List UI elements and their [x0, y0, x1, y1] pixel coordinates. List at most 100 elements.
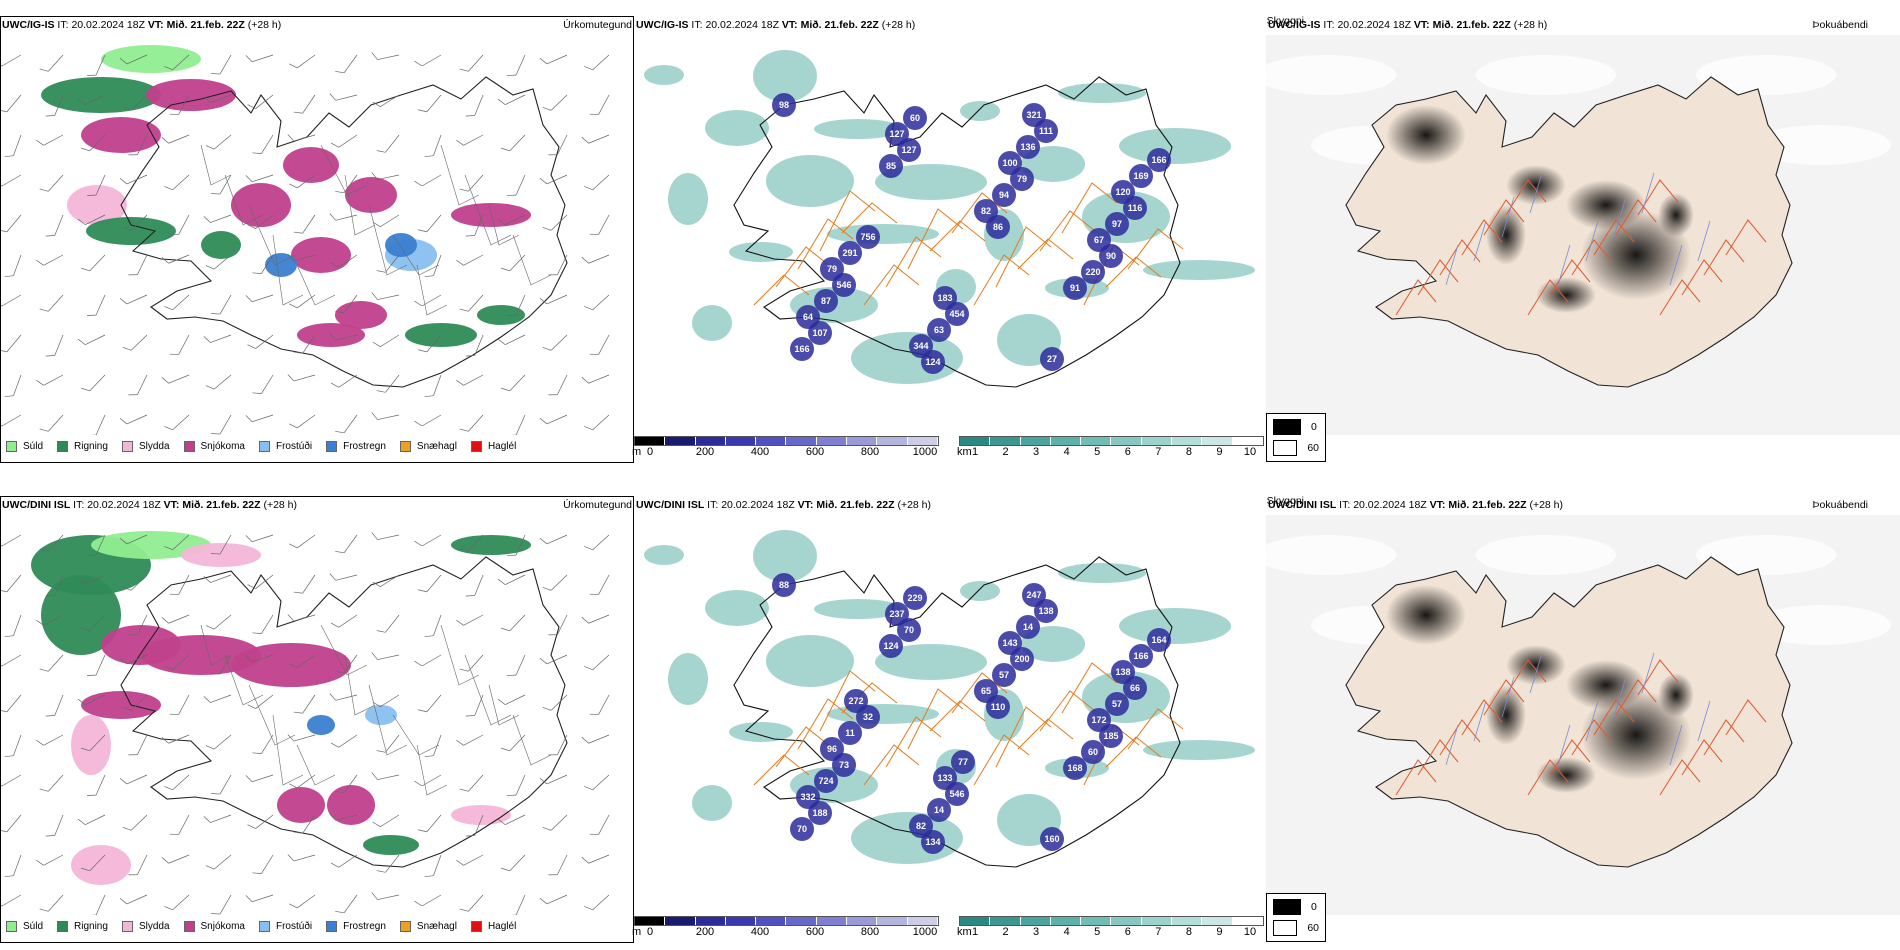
colorbar-bin	[990, 437, 1021, 445]
legend-item: Súld	[6, 441, 43, 452]
cloudbase-max-label: 88	[779, 580, 789, 590]
valid-time: Mið. 21.feb. 22Z	[800, 19, 879, 31]
colorbar-tick: 3	[1033, 446, 1040, 458]
cloudbase-max-label: 138	[1115, 667, 1130, 677]
cloudbase-max-label: 124	[925, 357, 940, 367]
colorbar-bin	[1050, 437, 1082, 445]
cloudbase-visibility-map: 88 124 110 168 70 70 65 60 188 237 57 185 332 229 200 1…	[634, 515, 1268, 915]
cloudbase-max-label: 138	[1038, 606, 1053, 616]
colorbar-bin	[1111, 437, 1142, 445]
fog-legend-swatch	[1273, 920, 1298, 936]
model-name: UWC/IG-IS	[1268, 19, 1321, 31]
valid-time: Mið. 21.feb. 22Z	[816, 499, 895, 511]
cloudbase-max-label: 172	[1091, 715, 1106, 725]
model-name: UWC/DINI ISL	[636, 499, 705, 511]
colorbar-bin	[725, 437, 757, 445]
panel-label: Þokuábendi	[1812, 19, 1868, 31]
fog-legend-label: 0	[1311, 421, 1317, 433]
it-prefix: IT:	[73, 499, 85, 511]
valid-time: Mið. 21.feb. 22Z	[1448, 499, 1527, 511]
valid-time: Mið. 21.feb. 22Z	[182, 499, 261, 511]
precip-panel-row1: UWC/IG-IS IT: 20.02.2024 18Z VT: Mið. 21…	[0, 16, 634, 463]
cloudbase-max-label: 87	[821, 296, 831, 306]
legend-label: Súld	[23, 921, 44, 932]
fog-legend: 0 60	[1266, 893, 1326, 942]
panel-label: Þokuábendi	[1812, 499, 1868, 511]
cloudbase-max-label: 100	[1002, 158, 1017, 168]
colorbar-bin	[1232, 437, 1263, 445]
legend-item: Slydda	[121, 441, 170, 452]
colorbar-tick: 8	[1185, 926, 1192, 938]
colorbar-tick: 10	[1243, 926, 1257, 938]
colorbar-bin	[695, 917, 726, 925]
cloudbase-max-label: 97	[1112, 219, 1122, 229]
colorbar-bin	[1020, 437, 1051, 445]
cloudbase-max-label: 14	[934, 805, 944, 815]
colorbar-tick: 200	[695, 926, 715, 938]
colorbar-tick: 800	[860, 926, 880, 938]
vt-prefix: VT:	[147, 19, 164, 31]
legend-item: Snæhagl	[399, 441, 457, 452]
cloudbase-max-label: 11	[845, 728, 855, 738]
fog-panel-row1: UWC/IG-IS IT: 20.02.2024 18Z VT: Mið. 21…	[1266, 16, 1900, 463]
init-time: 20.02.2024 18Z	[721, 499, 795, 511]
cloudbase-max-label: 91	[1070, 283, 1080, 293]
cloudbase-max-label: 133	[937, 773, 952, 783]
colorbar-bin	[907, 917, 938, 925]
cloud-panel-row1: UWC/IG-IS IT: 20.02.2024 18Z VT: Mið. 21…	[632, 15, 1304, 463]
fog-legend: 0 60	[1266, 413, 1326, 462]
legend-label: Haglél	[487, 441, 517, 452]
cloudbase-max-label: 66	[1130, 683, 1140, 693]
colorbar-tick: 7	[1155, 446, 1162, 458]
cloudbase-max-label: 136	[1020, 142, 1035, 152]
fog-legend-swatch	[1273, 419, 1301, 435]
colorbar-bin	[1172, 917, 1203, 925]
valid-time: Mið. 21.feb. 22Z	[1432, 19, 1511, 31]
panel-label: Úrkomutegund	[563, 499, 632, 511]
precip-type-map	[1, 35, 633, 435]
vt-prefix: VT:	[797, 499, 814, 511]
lead-time: (+28 h)	[897, 499, 932, 511]
legend-label: Snæhagl	[416, 921, 457, 932]
cloudbase-max-label: 111	[1039, 126, 1053, 136]
legend-item: Frostregn	[326, 921, 386, 932]
cloudbase-max-label: 70	[797, 824, 807, 834]
legend-swatch	[121, 441, 133, 452]
legend-label: Frostúði	[275, 441, 313, 452]
fog-legend-label: 60	[1307, 442, 1319, 454]
cloudbase-max-label: 188	[812, 808, 827, 818]
init-time: 20.02.2024 18Z	[87, 499, 161, 511]
model-name: UWC/IG-IS	[2, 19, 55, 31]
legend-label: Slydda	[138, 441, 170, 452]
legend-swatch	[399, 921, 411, 932]
legend-label: Frostregn	[343, 441, 386, 452]
cloudbase-max-label: 166	[1151, 155, 1166, 165]
visibility-colorbar: 1 2 3 4 5 6 7 8 9 10 km	[957, 916, 1264, 940]
panel-header: UWC/DINI ISL IT: 20.02.2024 18Z VT: Mið.…	[634, 495, 1304, 514]
cloudbase-max-label: 166	[1133, 651, 1148, 661]
precip-legend: Súld Rigning Slydda Snjókoma Frostúði Frostre…	[6, 441, 530, 452]
it-prefix: IT:	[1323, 19, 1335, 31]
legend-item: Haglél	[470, 921, 516, 932]
cloudbase-max-label: 73	[839, 760, 849, 770]
panel-label: Skyggni	[1266, 15, 1304, 27]
legend-label: Snjókoma	[200, 441, 245, 452]
cloudbase-max-label: 546	[836, 280, 851, 290]
visibility-colorbar: 1 2 3 4 5 6 7 8 9 10 km	[957, 436, 1264, 460]
cloudbase-max-label: 63	[934, 325, 944, 335]
colorbar-bin	[1232, 917, 1263, 925]
colorbar-bin	[756, 437, 787, 445]
cloudbase-max-label: 127	[901, 145, 916, 155]
lead-time: (+28 h)	[1529, 499, 1564, 511]
fog-legend-label: 60	[1307, 922, 1319, 934]
model-name: UWC/DINI ISL	[1268, 499, 1337, 511]
it-prefix: IT:	[707, 499, 719, 511]
cloudbase-max-label: 67	[1094, 235, 1104, 245]
colorbar-tick: 400	[750, 446, 770, 458]
colorbar-bin	[990, 917, 1021, 925]
cloudbase-visibility-map: 98 85 86 91 166 127 82 220 107 127 94 90 64 60 79 67 87 1…	[634, 35, 1268, 435]
valid-time: Mið. 21.feb. 22Z	[166, 19, 245, 31]
colorbar-bin	[877, 917, 908, 925]
cloudbase-max-label: 166	[794, 344, 809, 354]
vt-prefix: VT:	[1429, 499, 1446, 511]
